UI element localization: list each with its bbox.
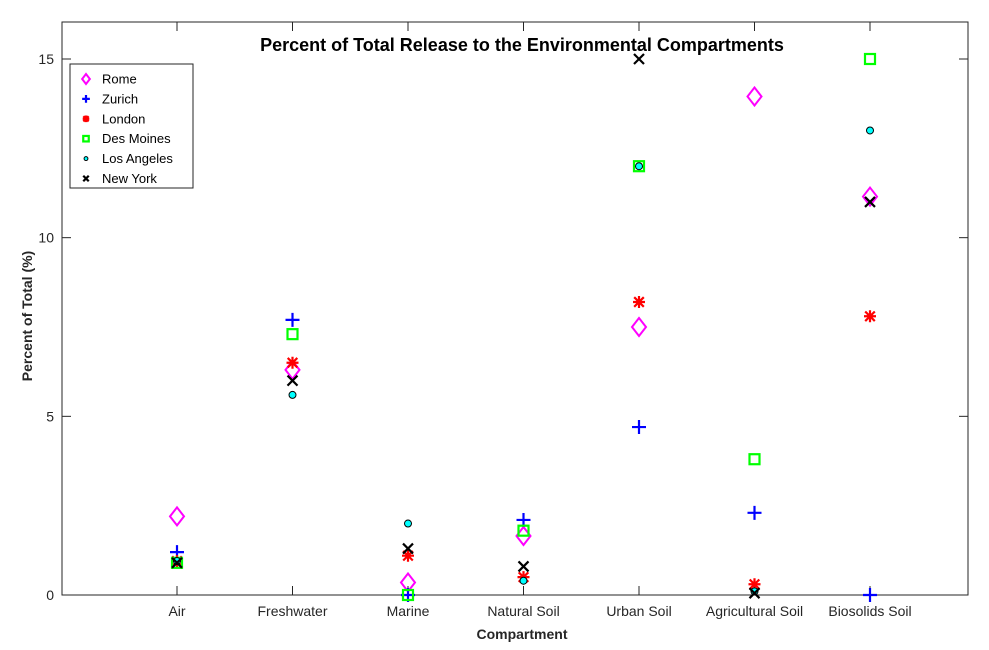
x-tick-label: Air — [168, 603, 185, 619]
legend-marker — [80, 72, 92, 86]
data-point — [866, 126, 874, 135]
series-los-angeles — [173, 126, 874, 596]
data-point — [517, 524, 530, 537]
legend-marker — [82, 95, 90, 103]
x-tick-label: Freshwater — [257, 603, 327, 619]
y-tick-label: 15 — [38, 51, 54, 67]
legend-label: Los Angeles — [102, 151, 173, 166]
legend-label: Rome — [102, 72, 137, 87]
legend: Rome Zurich London Des Moines Los Angeles New… — [69, 63, 194, 189]
legend-label: New York — [102, 171, 157, 186]
data-point — [519, 576, 528, 585]
data-point — [864, 196, 876, 208]
data-point — [748, 578, 761, 591]
x-tick-label: Marine — [387, 603, 430, 619]
data-point — [288, 390, 297, 399]
legend-box — [69, 63, 194, 189]
y-tick-label: 5 — [46, 408, 54, 424]
legend-label: Zurich — [102, 91, 138, 106]
data-point — [635, 162, 643, 171]
data-point — [632, 420, 646, 435]
data-point — [864, 310, 876, 323]
legend-label: Des Moines — [102, 131, 171, 146]
data-point — [285, 312, 300, 327]
data-point — [748, 587, 761, 599]
data-point — [747, 505, 762, 520]
data-point — [633, 53, 645, 65]
data-point — [861, 185, 879, 208]
data-point — [401, 588, 415, 602]
data-point — [863, 52, 877, 66]
x-tick-label: Agricultural Soil — [706, 603, 803, 619]
legend-label: London — [102, 111, 145, 126]
legend-marker — [83, 156, 89, 162]
data-point — [746, 85, 763, 108]
data-point — [630, 316, 648, 338]
x-tick-label: Biosolids Soil — [828, 603, 911, 619]
series-new-york — [171, 53, 876, 599]
data-point — [173, 557, 181, 566]
y-axis-label: Percent of Total (%) — [19, 251, 35, 381]
data-point — [171, 557, 183, 569]
data-point — [863, 588, 877, 602]
data-point — [750, 587, 759, 596]
plot-area — [61, 21, 969, 596]
y-tick-label: 10 — [38, 230, 54, 246]
data-point — [286, 356, 299, 369]
data-point — [286, 374, 299, 387]
x-tick-label: Urban Soil — [606, 603, 671, 619]
legend-marker — [82, 134, 90, 143]
chart-title: Percent of Total Release to the Environm… — [260, 35, 784, 55]
markers-layer — [168, 52, 879, 602]
data-point — [404, 519, 412, 528]
data-point — [748, 453, 761, 466]
legend-marker — [82, 115, 90, 123]
data-point — [402, 549, 414, 562]
series-des-moines — [170, 52, 877, 602]
data-point — [168, 505, 186, 528]
data-point — [517, 560, 530, 573]
x-axis-label: Compartment — [476, 626, 567, 642]
data-point — [402, 542, 414, 555]
x-tick-label: Natural Soil — [487, 603, 559, 619]
y-tick-label: 0 — [46, 587, 54, 603]
legend-marker — [82, 174, 90, 183]
data-point — [633, 295, 645, 308]
data-point — [632, 160, 646, 173]
data-point — [286, 328, 299, 341]
